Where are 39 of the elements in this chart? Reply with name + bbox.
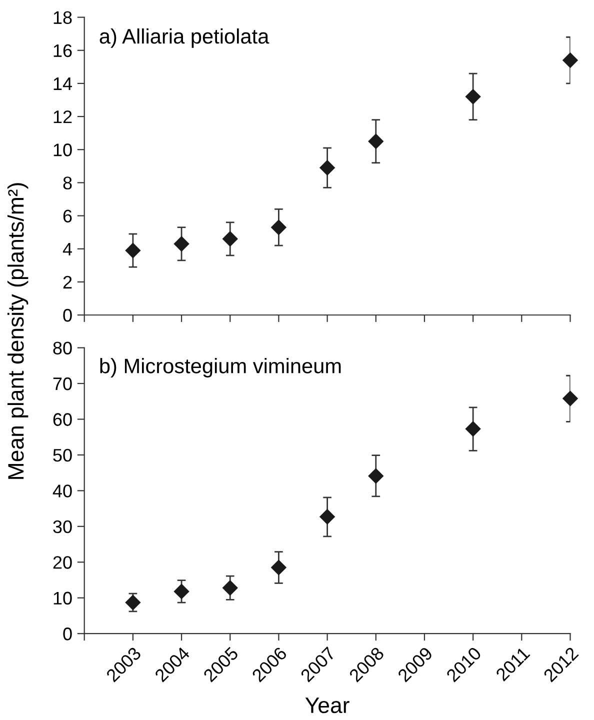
y-tick-label: 18	[54, 11, 72, 24]
point	[562, 52, 578, 68]
point	[562, 390, 578, 406]
point	[222, 580, 238, 596]
y-tick-label: 4	[62, 242, 72, 256]
y-tick-label: 12	[54, 110, 72, 124]
y-tick-label: 16	[54, 44, 72, 58]
point	[271, 560, 286, 576]
point	[368, 468, 384, 484]
y-tick-label: 10	[54, 592, 72, 605]
text: a) Alliaria petiolata	[100, 28, 270, 48]
point	[465, 421, 481, 436]
y-tick-label: 60	[53, 413, 72, 426]
y-tick-label: 30	[53, 520, 72, 534]
chart-title: b) Microstegium vimineum	[100, 358, 341, 378]
point	[320, 509, 335, 524]
y-tick-label: 80	[53, 342, 72, 354]
point	[174, 584, 190, 600]
y-tick-label: 40	[52, 484, 72, 498]
y-tick-label: 0	[63, 308, 72, 322]
y-tick-label: 10	[54, 144, 72, 156]
y-tick-label: 6	[63, 210, 72, 222]
y-tick-label: 0	[63, 628, 72, 640]
y-axis-title: Mean plant density (plants/m²)	[7, 183, 28, 479]
x-axis-title: Year	[305, 698, 350, 714]
point	[174, 236, 190, 252]
y-tick-label: 2	[63, 276, 72, 288]
point	[320, 160, 335, 176]
y-tick-label: 8	[63, 176, 72, 190]
y-tick-label: 14	[54, 78, 72, 90]
point	[465, 89, 481, 104]
point	[125, 594, 141, 610]
point	[368, 134, 384, 149]
y-tick-label: 50	[53, 448, 72, 462]
point	[271, 220, 286, 235]
y-tick-label: 20	[53, 556, 72, 569]
y-tick-label: 70	[53, 377, 72, 390]
point	[222, 231, 238, 246]
point	[125, 242, 141, 258]
